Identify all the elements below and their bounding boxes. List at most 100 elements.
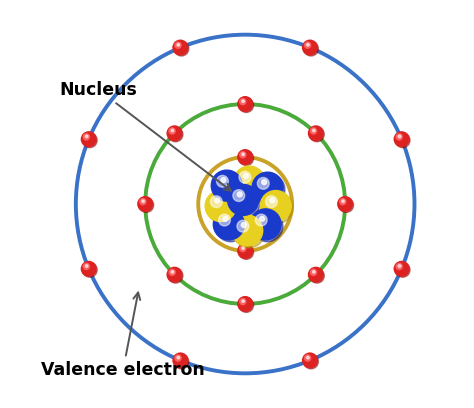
Circle shape — [174, 41, 189, 56]
Circle shape — [396, 263, 402, 270]
Circle shape — [310, 268, 324, 283]
Text: Valence electron: Valence electron — [41, 293, 205, 379]
Circle shape — [219, 214, 230, 226]
Circle shape — [207, 193, 238, 224]
Circle shape — [171, 271, 174, 273]
Circle shape — [309, 267, 323, 282]
Circle shape — [82, 133, 97, 148]
Circle shape — [395, 133, 410, 148]
Circle shape — [238, 297, 253, 311]
Circle shape — [302, 353, 317, 368]
Circle shape — [167, 267, 182, 282]
Circle shape — [339, 198, 354, 213]
Circle shape — [304, 354, 319, 369]
Circle shape — [396, 134, 402, 140]
Circle shape — [237, 192, 242, 197]
Circle shape — [342, 200, 345, 202]
Circle shape — [307, 356, 309, 359]
Circle shape — [85, 135, 88, 138]
Circle shape — [233, 190, 245, 202]
Circle shape — [240, 246, 246, 252]
Circle shape — [217, 175, 228, 187]
Circle shape — [394, 262, 409, 276]
Circle shape — [215, 198, 220, 203]
Circle shape — [302, 40, 317, 55]
Circle shape — [234, 217, 264, 248]
Circle shape — [211, 170, 242, 201]
Circle shape — [236, 168, 266, 199]
Circle shape — [173, 40, 188, 55]
Circle shape — [242, 100, 245, 102]
Circle shape — [257, 177, 269, 189]
Circle shape — [215, 211, 246, 242]
Circle shape — [83, 263, 90, 270]
Circle shape — [238, 97, 253, 111]
Circle shape — [177, 44, 180, 46]
Circle shape — [85, 265, 88, 267]
Circle shape — [310, 127, 324, 142]
Circle shape — [239, 98, 254, 113]
Circle shape — [168, 127, 183, 142]
Circle shape — [83, 134, 90, 140]
Circle shape — [232, 215, 263, 246]
Circle shape — [255, 214, 267, 226]
Circle shape — [243, 173, 248, 178]
Circle shape — [304, 355, 310, 361]
Circle shape — [169, 269, 175, 275]
Circle shape — [240, 299, 246, 305]
Circle shape — [394, 132, 409, 146]
Circle shape — [175, 355, 181, 361]
Circle shape — [239, 298, 254, 313]
Circle shape — [169, 128, 175, 134]
Circle shape — [177, 356, 180, 359]
Circle shape — [229, 186, 261, 217]
Circle shape — [167, 126, 182, 141]
Circle shape — [228, 184, 259, 215]
Circle shape — [241, 222, 246, 227]
Circle shape — [239, 151, 254, 166]
Circle shape — [213, 209, 244, 240]
Circle shape — [312, 129, 315, 132]
Circle shape — [240, 99, 246, 105]
Circle shape — [310, 128, 317, 134]
Circle shape — [175, 42, 181, 48]
Circle shape — [174, 354, 189, 369]
Circle shape — [138, 197, 153, 211]
Circle shape — [270, 198, 275, 203]
Circle shape — [205, 191, 236, 222]
Circle shape — [142, 200, 145, 202]
Circle shape — [304, 42, 310, 48]
Circle shape — [171, 129, 174, 132]
Circle shape — [239, 245, 254, 259]
Circle shape — [139, 198, 154, 213]
Circle shape — [252, 172, 283, 203]
Circle shape — [238, 150, 253, 164]
Circle shape — [168, 268, 183, 283]
Circle shape — [338, 197, 353, 211]
Circle shape — [312, 271, 315, 273]
Circle shape — [254, 174, 285, 205]
Circle shape — [240, 152, 246, 158]
Circle shape — [237, 220, 249, 232]
Circle shape — [395, 263, 410, 277]
Circle shape — [304, 41, 319, 56]
Circle shape — [265, 196, 277, 208]
Circle shape — [221, 177, 226, 182]
Text: Nucleus: Nucleus — [60, 81, 231, 191]
Circle shape — [260, 191, 291, 222]
Circle shape — [262, 180, 267, 184]
Circle shape — [239, 171, 251, 183]
Circle shape — [398, 135, 401, 138]
Circle shape — [242, 247, 245, 249]
Circle shape — [242, 300, 245, 302]
Circle shape — [340, 199, 346, 205]
Circle shape — [309, 126, 323, 141]
Circle shape — [82, 132, 96, 146]
Circle shape — [213, 172, 244, 203]
Circle shape — [242, 153, 245, 155]
Circle shape — [223, 216, 228, 221]
Circle shape — [307, 44, 309, 46]
Circle shape — [238, 244, 253, 258]
Circle shape — [398, 265, 401, 267]
Circle shape — [250, 209, 281, 240]
